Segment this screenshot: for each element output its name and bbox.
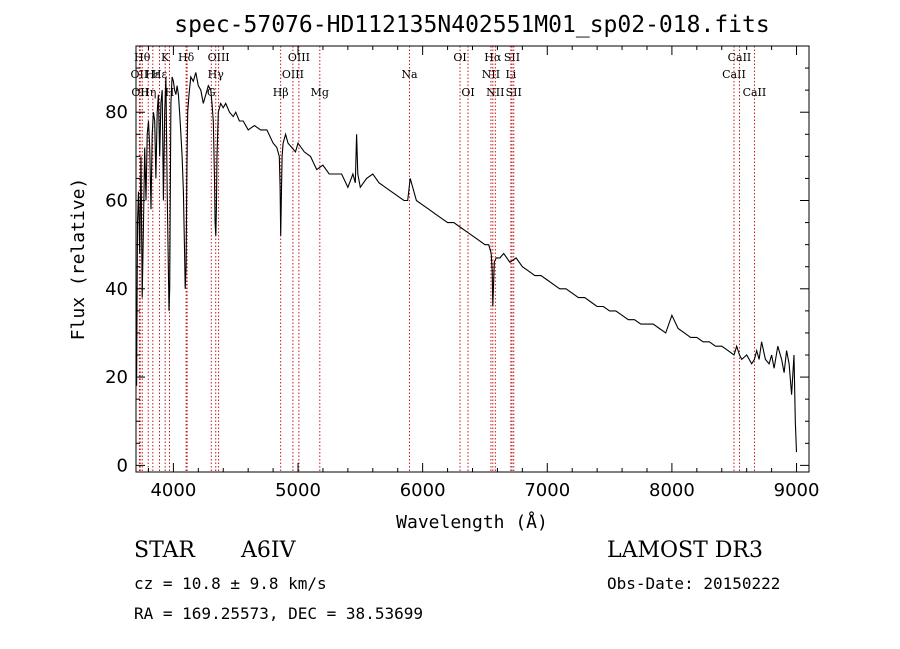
line-marker-label: CaII [743, 86, 767, 99]
line-marker-label: CaII [728, 51, 752, 64]
line-marker-label: Li [505, 68, 516, 81]
line-marker-label: Hε [145, 68, 161, 81]
x-tick-label: 7000 [524, 480, 570, 501]
spectrum-series [135, 72, 798, 453]
line-marker-label: Hα [484, 51, 502, 64]
redshift-line: cz = 10.8 ± 9.8 km/s [134, 574, 327, 593]
y-tick-label: 40 [105, 279, 128, 300]
chart-title: spec-57076-HD112135N402551M01_sp02-018.f… [174, 12, 769, 38]
line-marker-label: OIII [288, 51, 310, 64]
y-axis: 0 20 40 60 80 [105, 67, 809, 476]
line-marker-label: Hη [140, 86, 156, 99]
line-marker-label: OIII [208, 51, 230, 64]
line-marker-label: Na [401, 68, 418, 81]
plot-frame [135, 45, 810, 473]
y-axis-label: Flux (relative) [68, 178, 89, 341]
obs-date-line: Obs-Date: 20150222 [607, 574, 781, 593]
line-marker-label: Hδ [178, 51, 195, 64]
line-marker-label: Hγ [208, 68, 225, 81]
line-marker-label: Mg [311, 86, 329, 99]
line-marker-label: SII [504, 51, 520, 64]
line-marker-label: OIII [282, 68, 304, 81]
x-tick-label: 5000 [275, 480, 321, 501]
object-type: STAR [134, 538, 195, 563]
line-marker-label: NII [486, 86, 504, 99]
y-tick-label: 20 [105, 367, 128, 388]
x-tick-label: 9000 [774, 480, 820, 501]
y-tick-label: 80 [105, 102, 128, 123]
x-tick-label: 8000 [649, 480, 695, 501]
x-tick-label: 4000 [150, 480, 196, 501]
line-marker-label: OI [453, 51, 466, 64]
line-marker-label: NII [482, 68, 500, 81]
line-marker-label: Hε [152, 68, 168, 81]
line-marker-label: K [161, 51, 170, 64]
line-marker-label: OII [131, 68, 149, 81]
x-axis-label: Wavelength (Å) [396, 511, 548, 533]
x-axis: 4000 5000 6000 7000 8000 9000 [147, 46, 820, 501]
y-tick-label: 60 [105, 191, 128, 212]
line-marker-label: Hθ [134, 51, 151, 64]
line-marker-label: CaII [722, 68, 746, 81]
coordinates-line: RA = 169.25573, DEC = 38.53699 [134, 604, 423, 623]
spectrum-line [135, 72, 798, 453]
line-markers: OIIOIIHθHηHεHεKHHδGHγOIIIHβOIIIOIIIMgNaO… [131, 46, 767, 472]
survey-name: LAMOST DR3 [607, 538, 763, 563]
x-tick-label: 6000 [400, 480, 446, 501]
line-marker-label: H [165, 86, 175, 99]
line-marker-label: SII [506, 86, 522, 99]
spectral-class: A6IV [241, 538, 296, 563]
y-tick-label: 0 [117, 455, 128, 476]
line-marker-label: Hβ [273, 86, 289, 99]
line-marker-label: OI [461, 86, 474, 99]
